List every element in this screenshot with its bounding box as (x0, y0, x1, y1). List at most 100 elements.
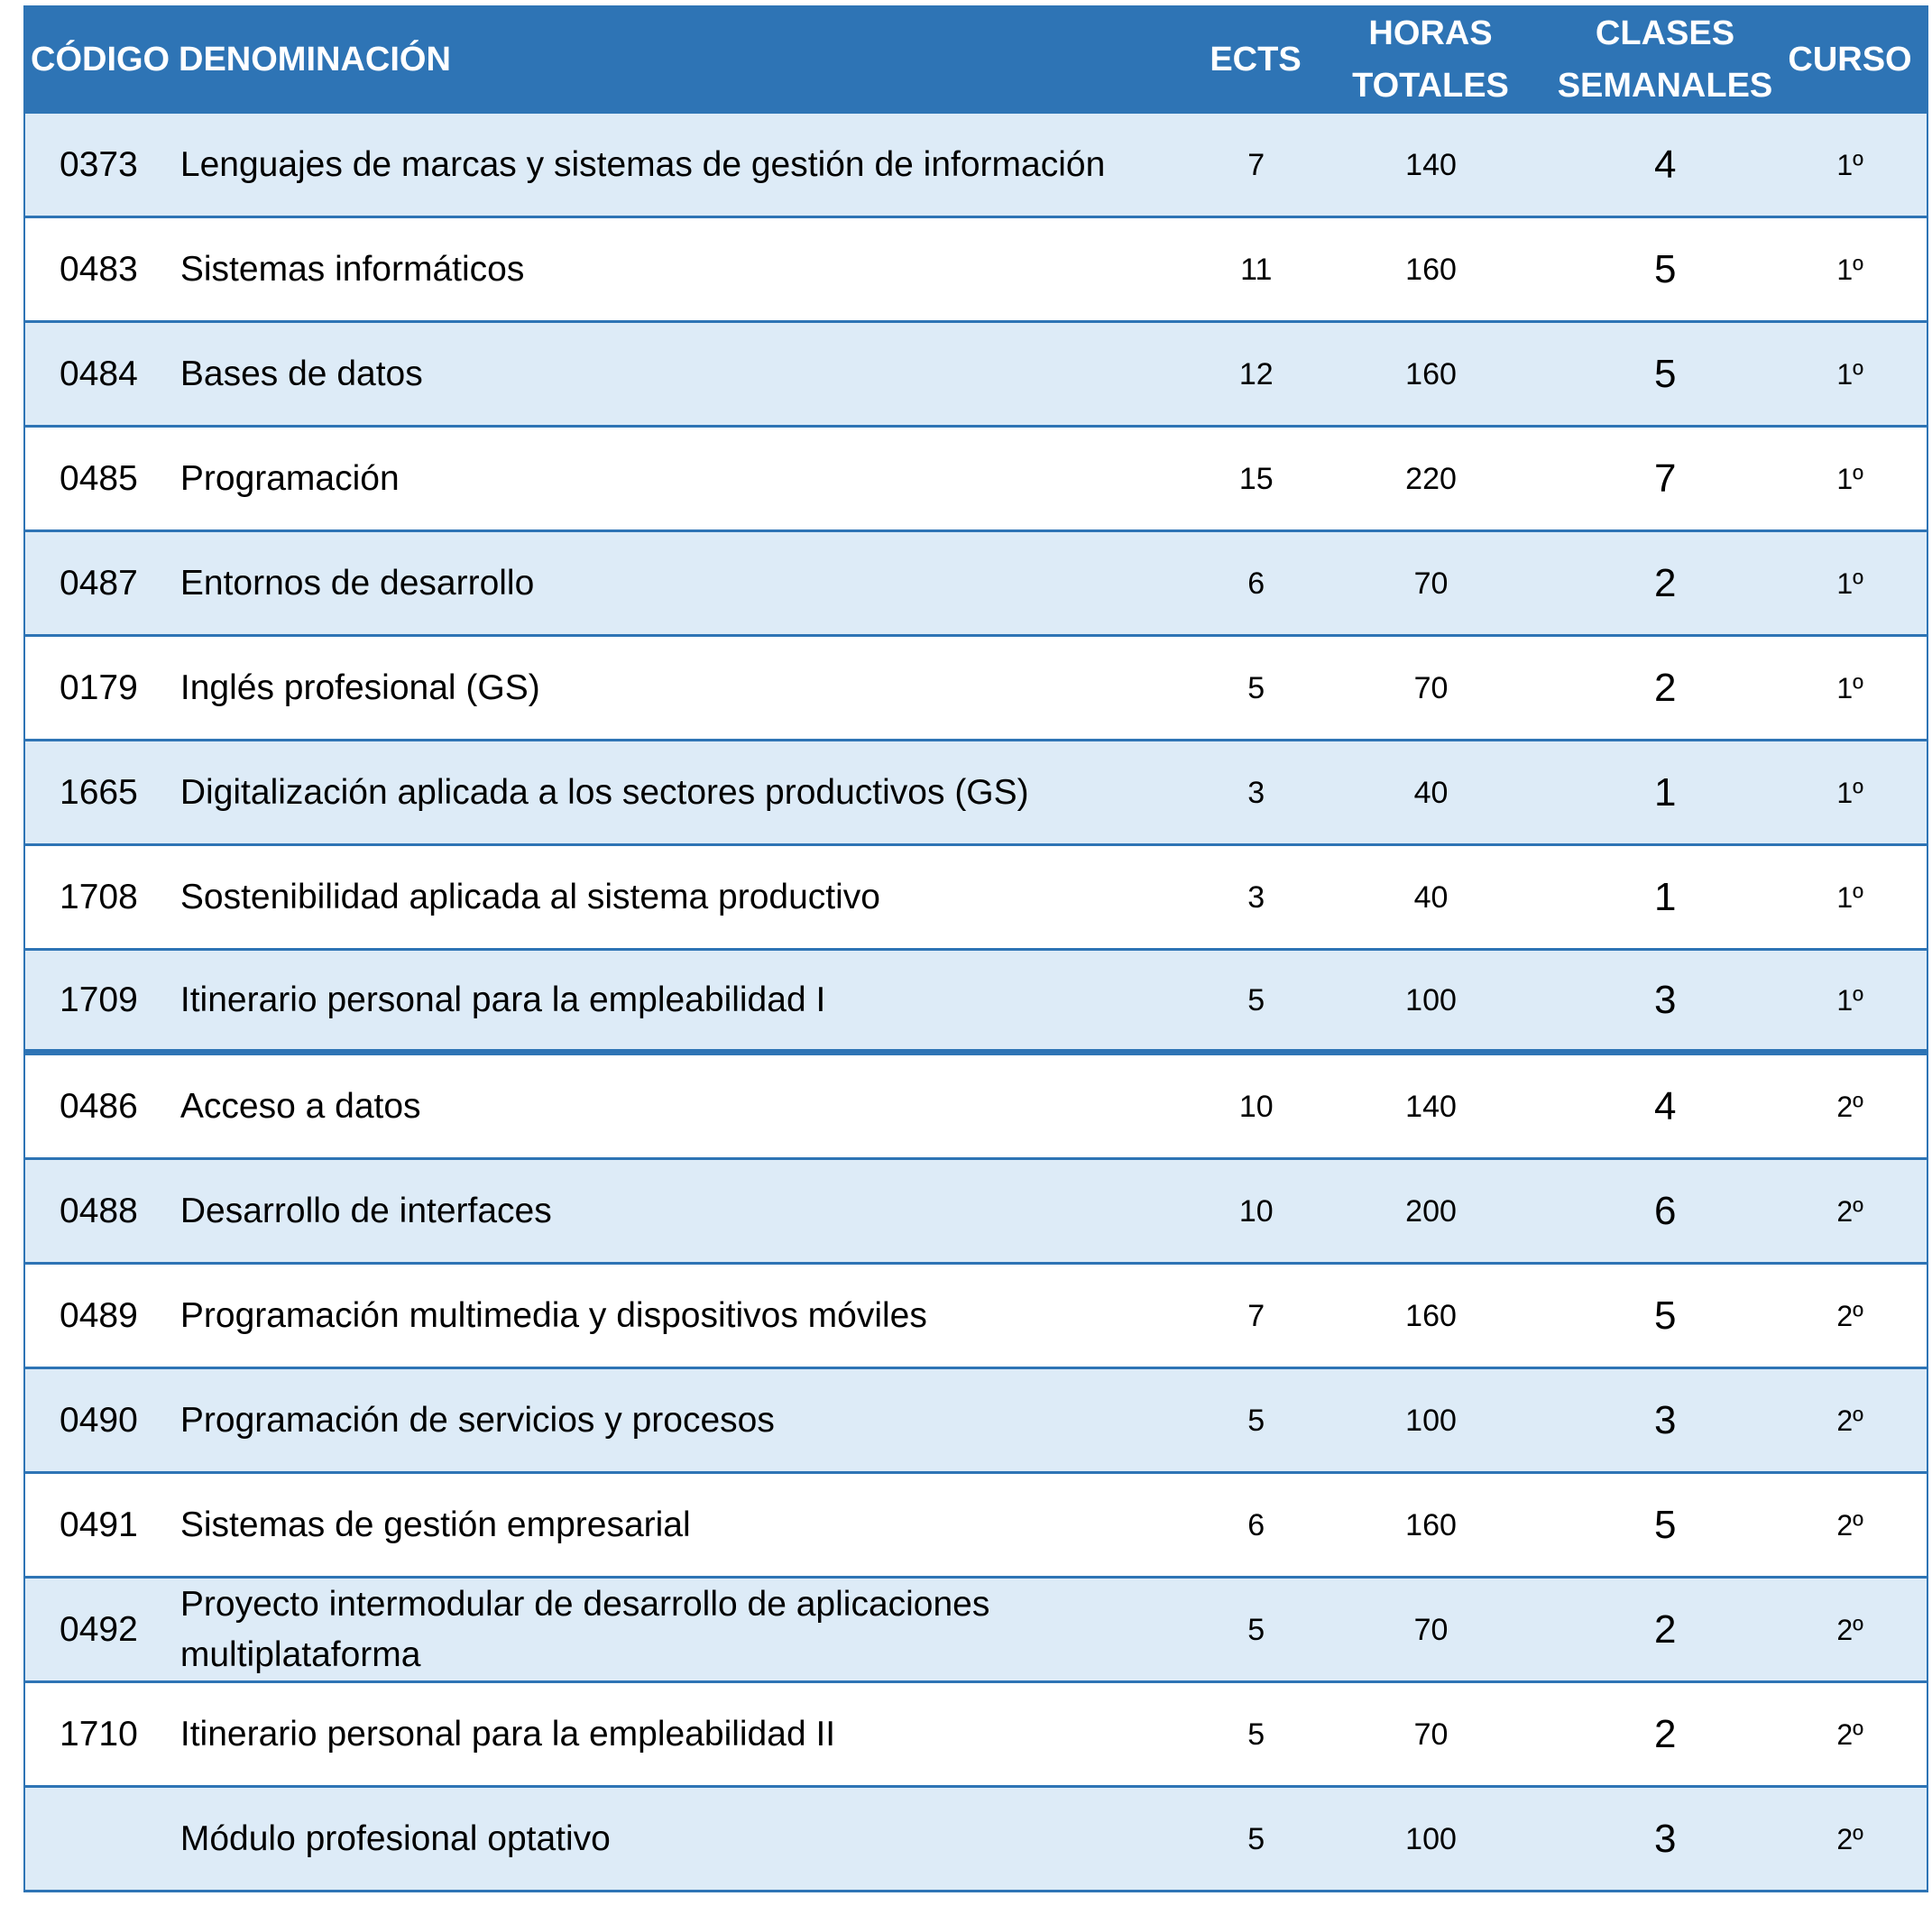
cell-ects: 3 (1247, 879, 1265, 915)
cell-denominacion: Proyecto intermodular de desarrollo de a… (179, 1584, 990, 1674)
cell-horas: 40 (1413, 879, 1449, 915)
cell-horas: 160 (1405, 356, 1457, 391)
cell-codigo: 0486 (60, 1086, 138, 1126)
table-row: 1708 Sostenibilidad aplicada al sistema p… (23, 846, 1928, 951)
cell-clases: 6 (1654, 1188, 1677, 1233)
table-row: 1710 Itinerario personal para la empleabi… (23, 1683, 1928, 1788)
cell-denominacion: Acceso a datos (179, 1086, 421, 1126)
cell-clases: 3 (1654, 1816, 1677, 1861)
cell-horas: 160 (1405, 1507, 1457, 1542)
cell-clases: 5 (1654, 351, 1677, 396)
cell-ects: 5 (1247, 1403, 1265, 1438)
cell-codigo: 0490 (60, 1400, 138, 1440)
cell-ects: 10 (1238, 1089, 1274, 1124)
cell-ects: 6 (1247, 1507, 1265, 1542)
cell-horas: 100 (1405, 982, 1457, 1017)
cell-ects: 7 (1247, 147, 1265, 182)
cell-curso: 2º (1836, 1194, 1863, 1228)
cell-codigo: 0373 (60, 144, 138, 184)
cell-denominacion: Programación (179, 458, 400, 498)
cell-ects: 5 (1247, 1821, 1265, 1856)
table-header: CÓDIGO DENOMINACIÓN ECTS HORAS TOTALES C… (23, 5, 1928, 114)
table-row: 0179 Inglés profesional (GS) 5 70 2 1º (23, 637, 1928, 741)
cell-ects: 12 (1238, 356, 1274, 391)
cell-clases: 4 (1654, 1083, 1677, 1128)
cell-clases: 2 (1654, 1711, 1677, 1756)
cell-denominacion: Itinerario personal para la empleabilida… (179, 1714, 836, 1754)
cell-horas: 70 (1413, 1612, 1449, 1647)
table-row: 0485 Programación 15 220 7 1º (23, 428, 1928, 532)
cell-curso: 1º (1836, 462, 1863, 495)
cell-curso: 2º (1836, 1404, 1863, 1437)
table-row: Módulo profesional optativo 5 100 3 2º (23, 1788, 1928, 1892)
table-row: 0491 Sistemas de gestión empresarial 6 160 5… (23, 1474, 1928, 1579)
cell-denominacion: Desarrollo de interfaces (179, 1191, 552, 1230)
cell-curso: 2º (1836, 1613, 1863, 1646)
cell-clases: 2 (1654, 1606, 1677, 1652)
cell-denominacion: Inglés profesional (GS) (179, 667, 540, 707)
header-horas: HORAS TOTALES (1352, 14, 1509, 105)
cell-codigo: 1710 (60, 1714, 138, 1754)
cell-ects: 5 (1247, 1612, 1265, 1647)
cell-denominacion: Bases de datos (179, 354, 423, 393)
cell-codigo: 0489 (60, 1295, 138, 1335)
table-row: 0492 Proyecto intermodular de desarrollo … (23, 1579, 1928, 1683)
cell-clases: 5 (1654, 1293, 1677, 1338)
cell-ects: 15 (1238, 461, 1274, 496)
cell-codigo: 0492 (60, 1609, 138, 1649)
cell-codigo: 0491 (60, 1505, 138, 1544)
table-body: 0373 Lenguajes de marcas y sistemas de ge… (23, 114, 1928, 1892)
cell-horas: 70 (1413, 1717, 1449, 1752)
table-row: 0483 Sistemas informáticos 11 160 5 1º (23, 218, 1928, 323)
cell-curso: 1º (1836, 566, 1863, 600)
table-row: 0489 Programación multimedia y dispositiv… (23, 1265, 1928, 1369)
cell-ects: 5 (1247, 1717, 1265, 1752)
cell-ects: 3 (1247, 775, 1265, 810)
cell-codigo: 0487 (60, 563, 138, 603)
header-ects: ECTS (1210, 41, 1302, 78)
cell-curso: 1º (1836, 776, 1863, 809)
cell-ects: 7 (1247, 1298, 1265, 1333)
cell-clases: 4 (1654, 142, 1677, 187)
cell-clases: 5 (1654, 246, 1677, 291)
cell-ects: 10 (1238, 1193, 1274, 1229)
cell-clases: 5 (1654, 1502, 1677, 1547)
table-row: 0484 Bases de datos 12 160 5 1º (23, 323, 1928, 428)
cell-curso: 1º (1836, 357, 1863, 391)
cell-denominacion: Entornos de desarrollo (179, 563, 535, 603)
table-row: 0488 Desarrollo de interfaces 10 200 6 2º (23, 1160, 1928, 1265)
table-row: 0490 Programación de servicios y procesos… (23, 1369, 1928, 1474)
cell-curso: 1º (1836, 253, 1863, 286)
cell-horas: 160 (1405, 1298, 1457, 1333)
cell-codigo (25, 1788, 180, 1890)
table-row: 0373 Lenguajes de marcas y sistemas de ge… (23, 114, 1928, 218)
cell-denominacion: Programación de servicios y procesos (179, 1400, 775, 1440)
cell-clases: 2 (1654, 560, 1677, 605)
cell-clases: 1 (1654, 874, 1677, 919)
cell-codigo: 0179 (60, 667, 138, 707)
cell-curso: 1º (1836, 983, 1863, 1017)
cell-ects: 5 (1247, 982, 1265, 1017)
cell-horas: 220 (1405, 461, 1457, 496)
cell-denominacion: Lenguajes de marcas y sistemas de gestió… (179, 144, 1106, 184)
cell-horas: 200 (1405, 1193, 1457, 1229)
cell-horas: 160 (1405, 252, 1457, 287)
header-curso: CURSO (1788, 41, 1912, 78)
cell-curso: 1º (1836, 880, 1863, 914)
cell-clases: 3 (1654, 1397, 1677, 1442)
cell-ects: 11 (1240, 252, 1273, 287)
cell-denominacion: Sistemas de gestión empresarial (179, 1505, 691, 1544)
cell-curso: 1º (1836, 148, 1863, 181)
modules-table: CÓDIGO DENOMINACIÓN ECTS HORAS TOTALES C… (23, 5, 1928, 1892)
table-row: 0487 Entornos de desarrollo 6 70 2 1º (23, 532, 1928, 637)
cell-denominacion: Digitalización aplicada a los sectores p… (179, 772, 1029, 812)
table-row: 1709 Itinerario personal para la empleabi… (23, 951, 1928, 1055)
cell-codigo: 0483 (60, 249, 138, 289)
table-row: 1665 Digitalización aplicada a los sector… (23, 741, 1928, 846)
cell-clases: 7 (1654, 456, 1677, 501)
cell-denominacion: Sostenibilidad aplicada al sistema produ… (179, 877, 880, 916)
cell-clases: 2 (1654, 665, 1677, 710)
cell-codigo: 0485 (60, 458, 138, 498)
cell-curso: 2º (1836, 1299, 1863, 1332)
cell-curso: 2º (1836, 1090, 1863, 1123)
